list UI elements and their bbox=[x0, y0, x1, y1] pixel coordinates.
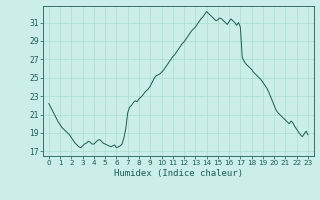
X-axis label: Humidex (Indice chaleur): Humidex (Indice chaleur) bbox=[114, 169, 243, 178]
